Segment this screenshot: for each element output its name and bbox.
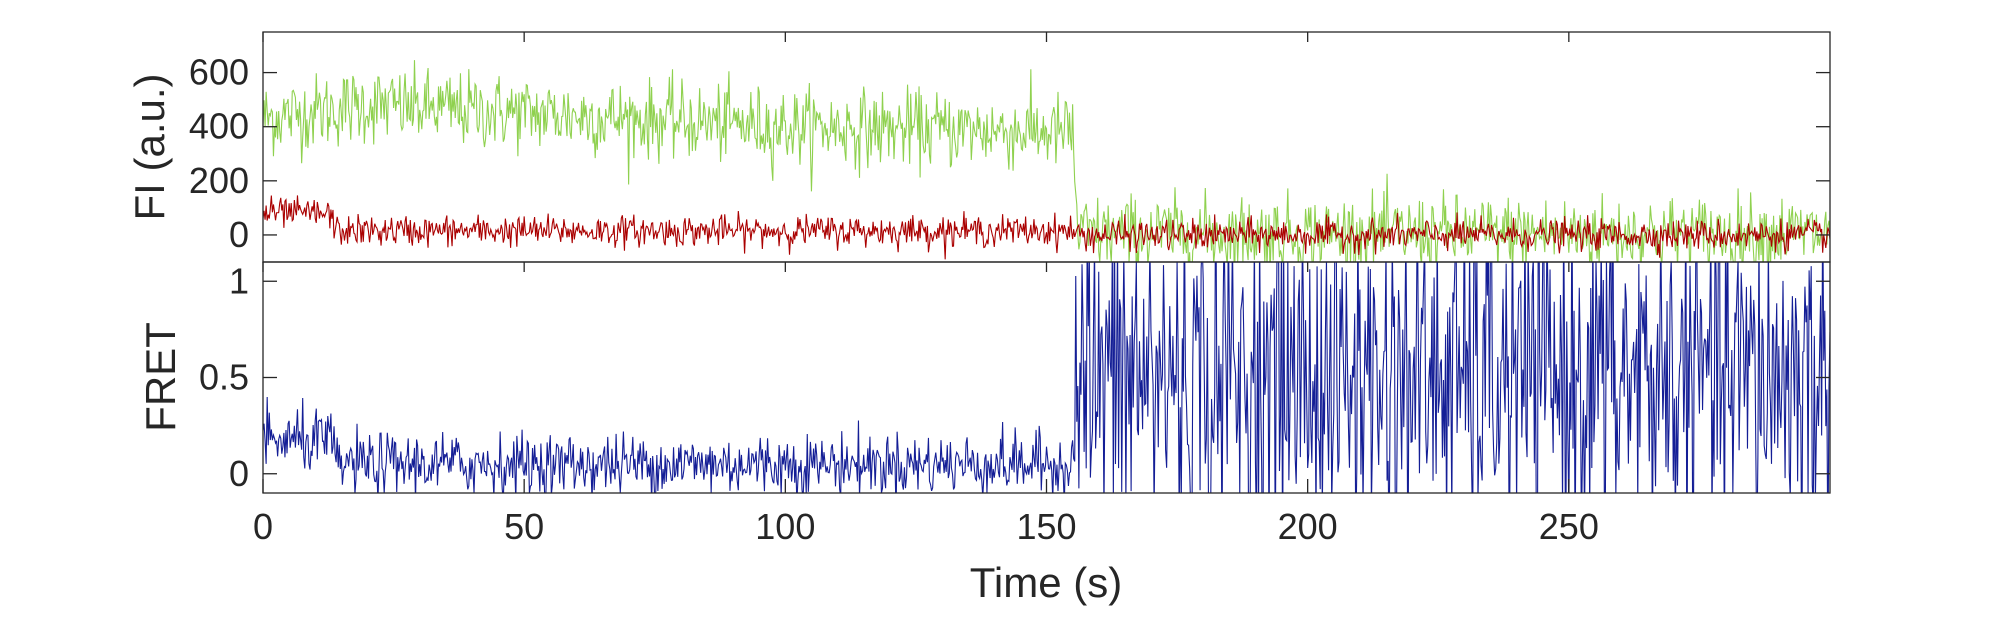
x-tick-label: 0 bbox=[253, 506, 273, 547]
fluorescence-series-group bbox=[263, 60, 1830, 262]
series-line-1-0 bbox=[263, 262, 1830, 493]
x-tick-label: 50 bbox=[504, 506, 544, 547]
y-tick-label: 0 bbox=[229, 214, 249, 255]
x-tick-label: 100 bbox=[755, 506, 815, 547]
fret-y-axis-label: FRET bbox=[137, 322, 184, 432]
x-tick-label: 200 bbox=[1278, 506, 1338, 547]
y-tick-label: 0 bbox=[229, 453, 249, 494]
fluorescence-y-axis-label: FI (a.u.) bbox=[126, 73, 173, 220]
y-tick-label: 1 bbox=[229, 260, 249, 301]
time-x-axis: 0 50 100 150 200 250 bbox=[253, 262, 1599, 547]
fluorescence-y-axis: 0 200 400 600 bbox=[189, 32, 1830, 255]
x-tick-label: 150 bbox=[1016, 506, 1076, 547]
y-tick-label: 200 bbox=[189, 160, 249, 201]
y-tick-label: 600 bbox=[189, 52, 249, 93]
series-line-0-1 bbox=[263, 195, 1830, 260]
fluorescence-panel: 0 200 400 600 FI (a.u.) bbox=[126, 31, 1831, 263]
fret-y-axis: 00.51 bbox=[199, 260, 1830, 494]
fret-panel: 00.51 0 50 100 150 200 250 FRET Time (s) bbox=[137, 260, 1831, 606]
fluorescence-plot-frame bbox=[262, 31, 1831, 263]
time-x-axis-label: Time (s) bbox=[970, 559, 1122, 606]
fret-series-group bbox=[263, 262, 1830, 493]
series-line-0-0 bbox=[263, 60, 1830, 262]
y-tick-label: 0.5 bbox=[199, 357, 249, 398]
y-tick-label: 400 bbox=[189, 106, 249, 147]
x-tick-label: 250 bbox=[1539, 506, 1599, 547]
